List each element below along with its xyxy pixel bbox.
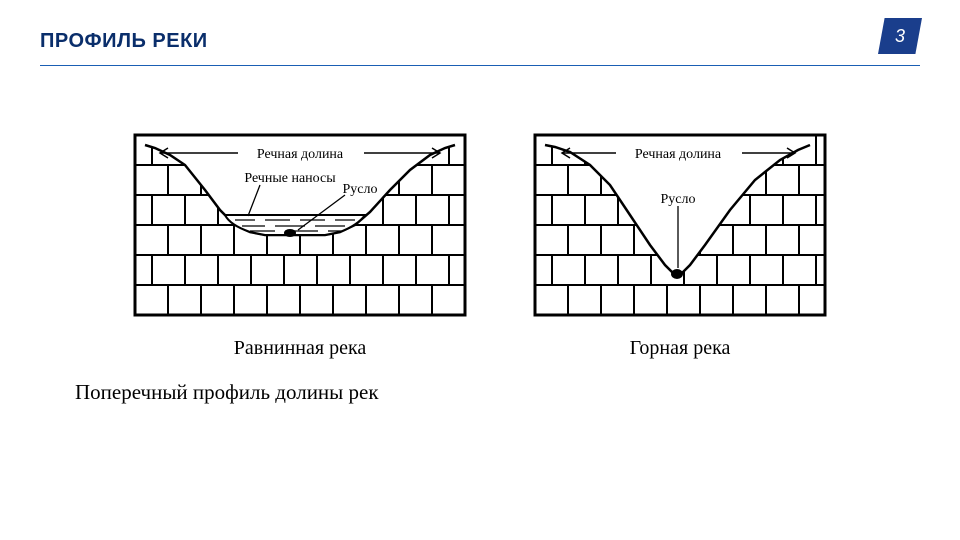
subtitle-lowland: Равнинная река — [234, 337, 367, 360]
slide-header: ПРОФИЛЬ РЕКИ — [40, 30, 920, 66]
lowland-river-diagram: Речная долина Речные наносы Русло — [130, 130, 470, 325]
label-channel-right: Русло — [661, 192, 696, 207]
title-underline — [40, 65, 920, 66]
label-valley-right: Речная долина — [635, 147, 722, 162]
diagram-row: Речная долина Речные наносы Русло Равнин… — [0, 130, 960, 360]
subtitle-mountain: Горная река — [630, 337, 731, 360]
bottom-caption: Поперечный профиль долины рек — [75, 380, 379, 405]
slide-title: ПРОФИЛЬ РЕКИ — [40, 30, 920, 53]
panel-lowland-river: Речная долина Речные наносы Русло Равнин… — [130, 130, 470, 360]
label-sediment: Речные наносы — [244, 171, 336, 186]
label-valley-left: Речная долина — [257, 147, 344, 162]
panel-mountain-river: Речная долина Русло Горная река — [530, 130, 830, 360]
page-number-badge: 3 — [878, 18, 922, 54]
mountain-river-diagram: Речная долина Русло — [530, 130, 830, 325]
label-channel-left: Русло — [343, 182, 378, 197]
